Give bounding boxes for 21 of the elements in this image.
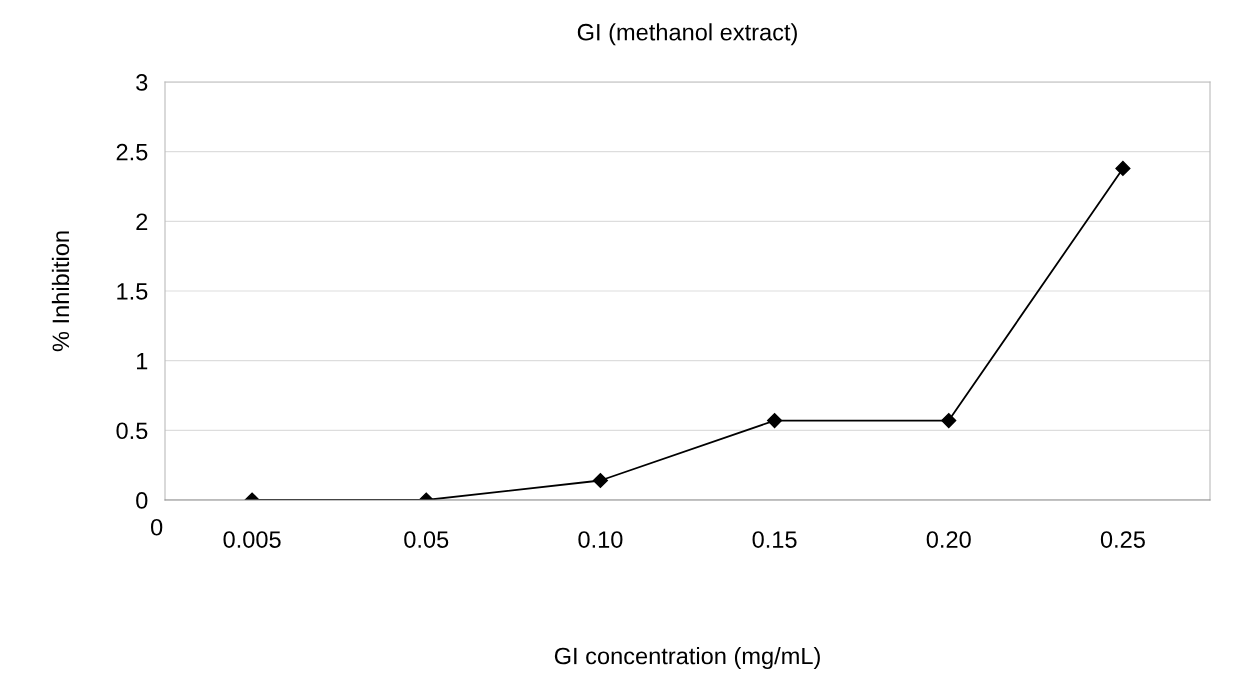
x-tick-label: 0.20	[926, 531, 971, 548]
x-axis-title: GI concentration (mg/mL)	[554, 647, 820, 670]
x-tick-label: 0.05	[404, 531, 449, 548]
y-tick-label: 3	[136, 74, 148, 91]
chart-title: GI (methanol extract)	[577, 23, 797, 46]
point	[941, 413, 957, 429]
text: 0	[151, 518, 163, 536]
x-tick-label: 0.25	[1100, 531, 1145, 548]
x-tick-label: 0.15	[752, 531, 797, 548]
y-tick-label: 0.5	[116, 422, 148, 440]
y-tick-label: 1	[137, 352, 148, 370]
point	[592, 472, 608, 489]
y-axis-title: % Inhibition	[51, 231, 70, 352]
y-tick-label: 0	[136, 492, 148, 509]
y-tick-label: 2.5	[116, 143, 148, 161]
point	[1115, 160, 1131, 176]
y-tick-label: 2	[136, 213, 148, 230]
x-tick-label: 0.005	[223, 531, 281, 548]
point	[767, 413, 783, 429]
x-tick-label: 0.10	[578, 531, 623, 548]
y-tick-label: 1.5	[117, 283, 148, 300]
